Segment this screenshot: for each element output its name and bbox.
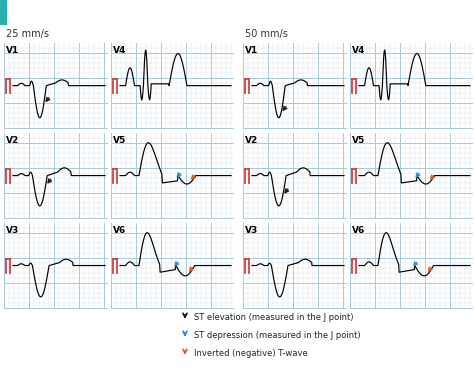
Text: V3: V3 [245,226,258,235]
Text: V4: V4 [113,46,127,55]
Text: ST elevation (measured in the J point): ST elevation (measured in the J point) [194,313,354,322]
Text: 50 mm/s: 50 mm/s [245,29,288,39]
Text: Inverted (negative) T-wave: Inverted (negative) T-wave [194,349,308,357]
Text: V3: V3 [6,226,19,235]
Text: V2: V2 [6,136,19,145]
Text: V5: V5 [113,136,126,145]
Text: V1: V1 [245,46,258,55]
Text: V2: V2 [245,136,258,145]
Text: 25 mm/s: 25 mm/s [6,29,49,39]
Text: V6: V6 [113,226,126,235]
Text: ST depression (measured in the J point): ST depression (measured in the J point) [194,330,361,340]
Bar [0,0,6,25]
Text: V5: V5 [352,136,365,145]
Text: Left bundle branch block at two different paper speeds: Left bundle branch block at two differen… [9,8,366,18]
Text: V6: V6 [352,226,365,235]
Text: V1: V1 [6,46,19,55]
Text: V4: V4 [352,46,365,55]
